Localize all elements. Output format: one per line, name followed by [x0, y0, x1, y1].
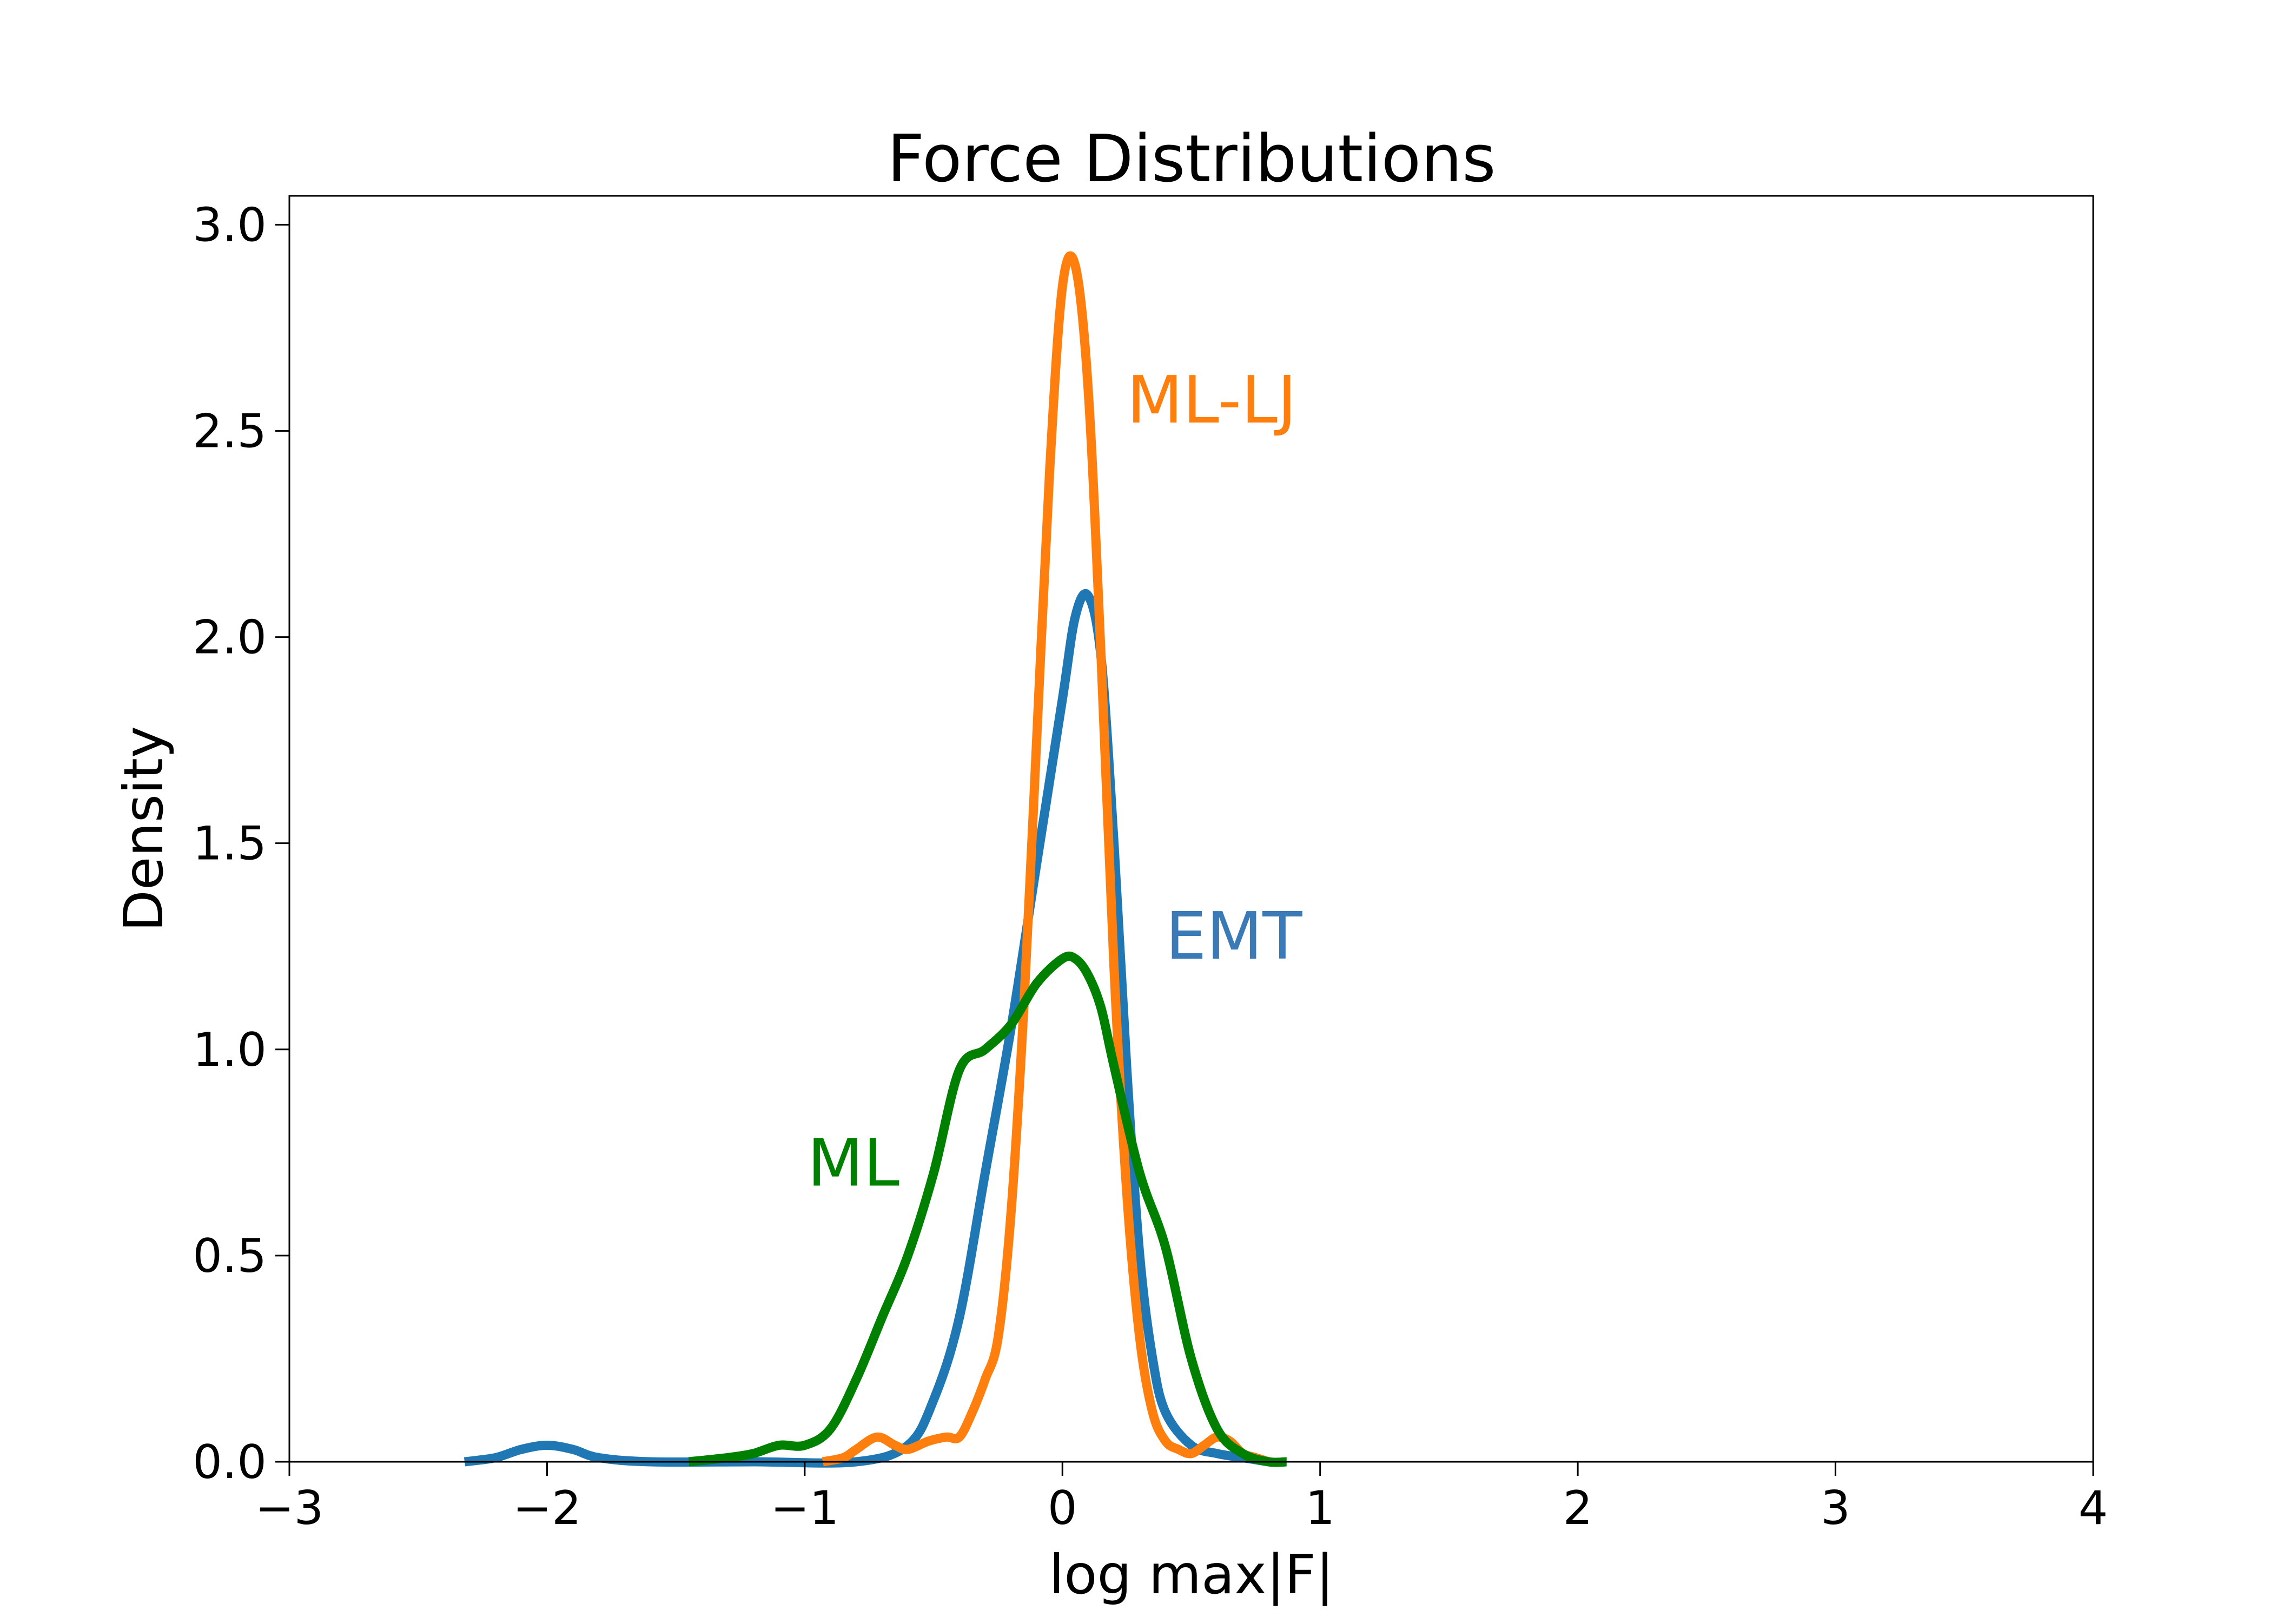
y-ticks: 0.0 0.5 1.0 1.5 2.0 2.5 3.0 [193, 198, 289, 1489]
y-tick-label: 2.0 [193, 611, 267, 665]
annotation-ml-lj: ML-LJ [1127, 363, 1296, 438]
series-line-ml-lj [822, 251, 1271, 1467]
x-axis-title: log max|F| [1049, 1543, 1334, 1606]
y-tick-label: 3.0 [193, 198, 267, 252]
x-tick-label: −1 [770, 1481, 839, 1535]
y-tick-label: 0.5 [193, 1229, 267, 1283]
x-ticks: −3 −2 −1 0 1 2 3 4 [255, 1462, 2108, 1535]
y-tick-label: 1.0 [193, 1023, 267, 1077]
annotation-emt: EMT [1166, 899, 1302, 974]
y-tick-label: 0.0 [193, 1435, 267, 1489]
chart-title: Force Distributions [887, 122, 1496, 197]
x-tick-label: −3 [255, 1481, 324, 1535]
x-tick-label: −2 [513, 1481, 581, 1535]
plot-frame [288, 195, 2094, 1463]
y-axis-title: Density [112, 726, 175, 932]
annotation-ml: ML [808, 1126, 900, 1201]
x-tick-label: 2 [1563, 1481, 1593, 1535]
y-tick-label: 1.5 [193, 817, 267, 871]
x-tick-label: 1 [1305, 1481, 1335, 1535]
x-tick-label: 0 [1048, 1481, 1077, 1535]
x-tick-label: 3 [1821, 1481, 1850, 1535]
x-tick-label: 4 [2079, 1481, 2108, 1535]
annotation-layer: ML-LJ EMT ML [808, 363, 1303, 1201]
y-tick-label: 2.5 [193, 404, 267, 458]
series-line-ml [688, 951, 1287, 1467]
